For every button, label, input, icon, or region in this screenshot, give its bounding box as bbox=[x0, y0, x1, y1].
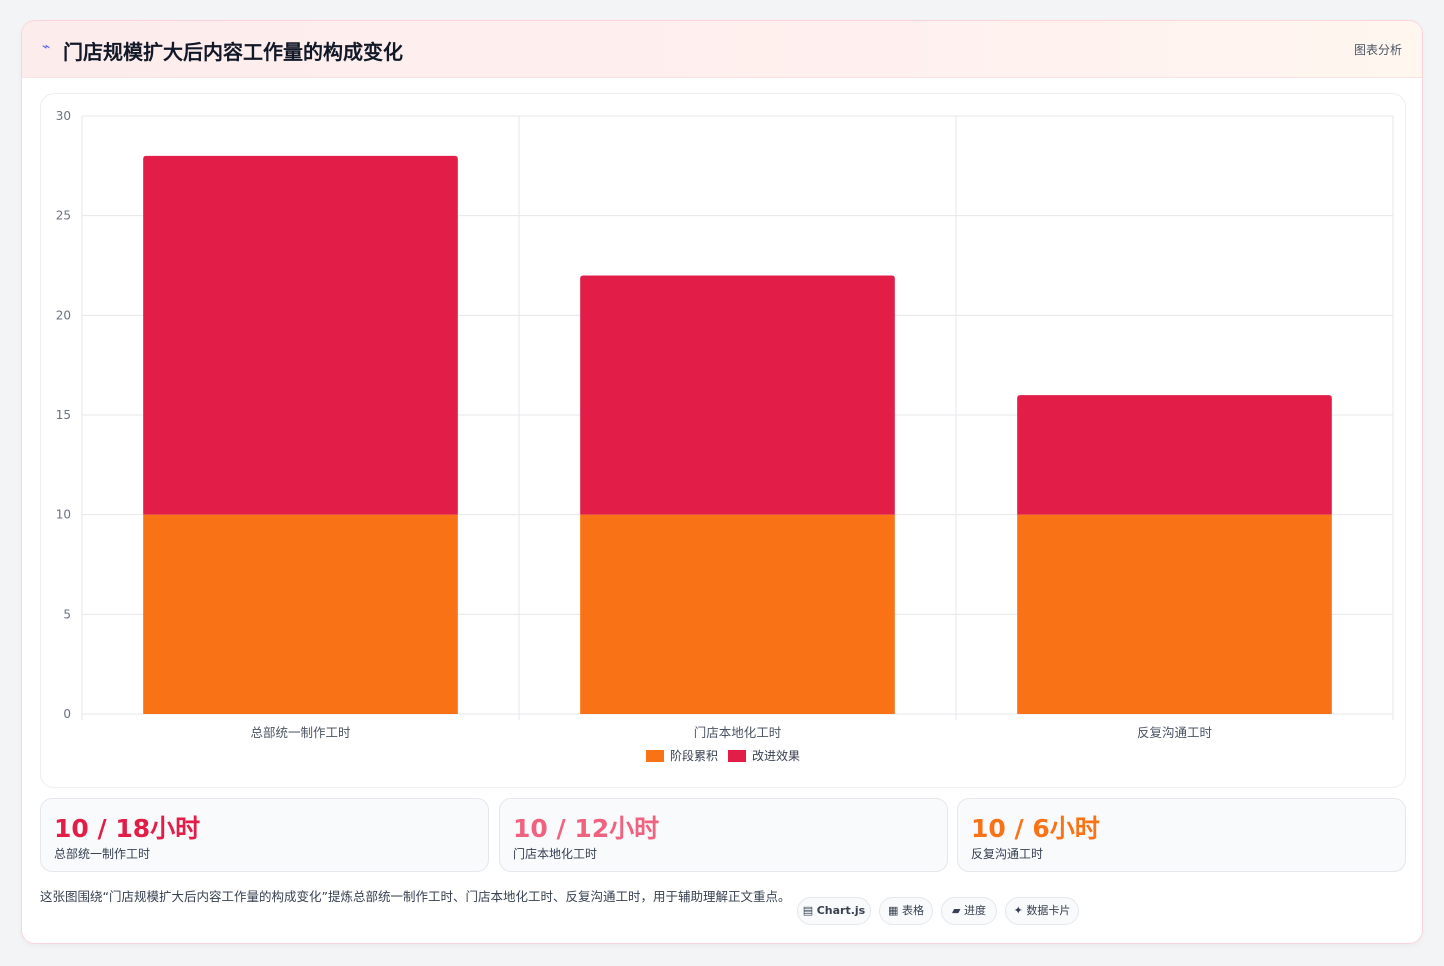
progress-icon: ▰ bbox=[952, 904, 961, 917]
chart-container: 0 5 10 15 20 25 30 总部统一制作工时 门店本地化工时 反复沟通工时阶段累积 改进效… bbox=[40, 93, 1406, 788]
chart-description: 这张图围绕“门店规模扩大后内容工作量的构成变化”提炼总部统一制作工时、门店本地化… bbox=[40, 889, 791, 904]
card-icon: ✦ bbox=[1013, 904, 1023, 917]
bar-segment bbox=[1017, 514, 1332, 714]
pill-table[interactable]: ▦ 表格 bbox=[879, 897, 933, 925]
pill-label: Chart.js bbox=[816, 904, 866, 917]
pill-label: 数据卡片 bbox=[1026, 904, 1071, 917]
legend-label: 改进效果 bbox=[752, 748, 800, 763]
pill-label: 进度 bbox=[963, 904, 986, 917]
y-tick-label: 10 bbox=[56, 508, 71, 522]
y-tick-label: 5 bbox=[63, 607, 71, 621]
pill-data-card[interactable]: ✦ 数据卡片 bbox=[1005, 897, 1079, 925]
stat-label: 反复沟通工时 bbox=[971, 847, 1044, 861]
chart-card: ⌁ 门店规模扩大后内容工作量的构成变化 图表分析 0 5 10 15 20 25 30 总部统… bbox=[21, 20, 1423, 944]
stat-value: 10 / 6小时 bbox=[971, 814, 1100, 843]
y-tick-label: 20 bbox=[56, 308, 71, 322]
chart-title: 门店规模扩大后内容工作量的构成变化 bbox=[63, 40, 403, 64]
y-tick-label: 15 bbox=[56, 408, 71, 422]
chart-spark-icon: ⌁ bbox=[42, 39, 51, 55]
chart-icon: ▤ bbox=[802, 904, 814, 917]
y-tick-label: 30 bbox=[56, 109, 71, 123]
stat-value: 10 / 18小时 bbox=[54, 814, 201, 843]
chart-analysis-tag: 图表分析 bbox=[1353, 43, 1402, 57]
table-icon: ▦ bbox=[888, 904, 899, 917]
stat-card-store: 10 / 12小时 门店本地化工时 bbox=[499, 798, 948, 872]
legend-swatch bbox=[728, 750, 746, 762]
x-tick-label: 总部统一制作工时 bbox=[250, 725, 351, 740]
x-tick-label: 反复沟通工时 bbox=[1137, 725, 1213, 740]
bar-segment bbox=[143, 155, 458, 515]
stat-label: 门店本地化工时 bbox=[513, 847, 598, 861]
pill-label: 表格 bbox=[901, 904, 924, 917]
pill-chartjs[interactable]: ▤ Chart.js bbox=[797, 897, 871, 925]
bar-segment bbox=[143, 514, 458, 714]
legend-swatch bbox=[646, 750, 664, 762]
bar-segment bbox=[580, 514, 895, 714]
legend-label: 阶段累积 bbox=[670, 748, 718, 763]
bar-segment bbox=[580, 275, 895, 515]
card-header: ⌁ 门店规模扩大后内容工作量的构成变化 图表分析 bbox=[22, 21, 1422, 78]
y-tick-label: 25 bbox=[56, 209, 71, 223]
stat-label: 总部统一制作工时 bbox=[54, 847, 151, 861]
stat-card-communication: 10 / 6小时 反复沟通工时 bbox=[957, 798, 1406, 872]
stat-card-headquarters: 10 / 18小时 总部统一制作工时 bbox=[40, 798, 489, 872]
x-tick-label: 门店本地化工时 bbox=[694, 725, 782, 740]
y-tick-label: 0 bbox=[63, 707, 71, 721]
pill-progress[interactable]: ▰ 进度 bbox=[941, 897, 997, 925]
stat-value: 10 / 12小时 bbox=[513, 814, 660, 843]
bar-segment bbox=[1017, 395, 1332, 515]
